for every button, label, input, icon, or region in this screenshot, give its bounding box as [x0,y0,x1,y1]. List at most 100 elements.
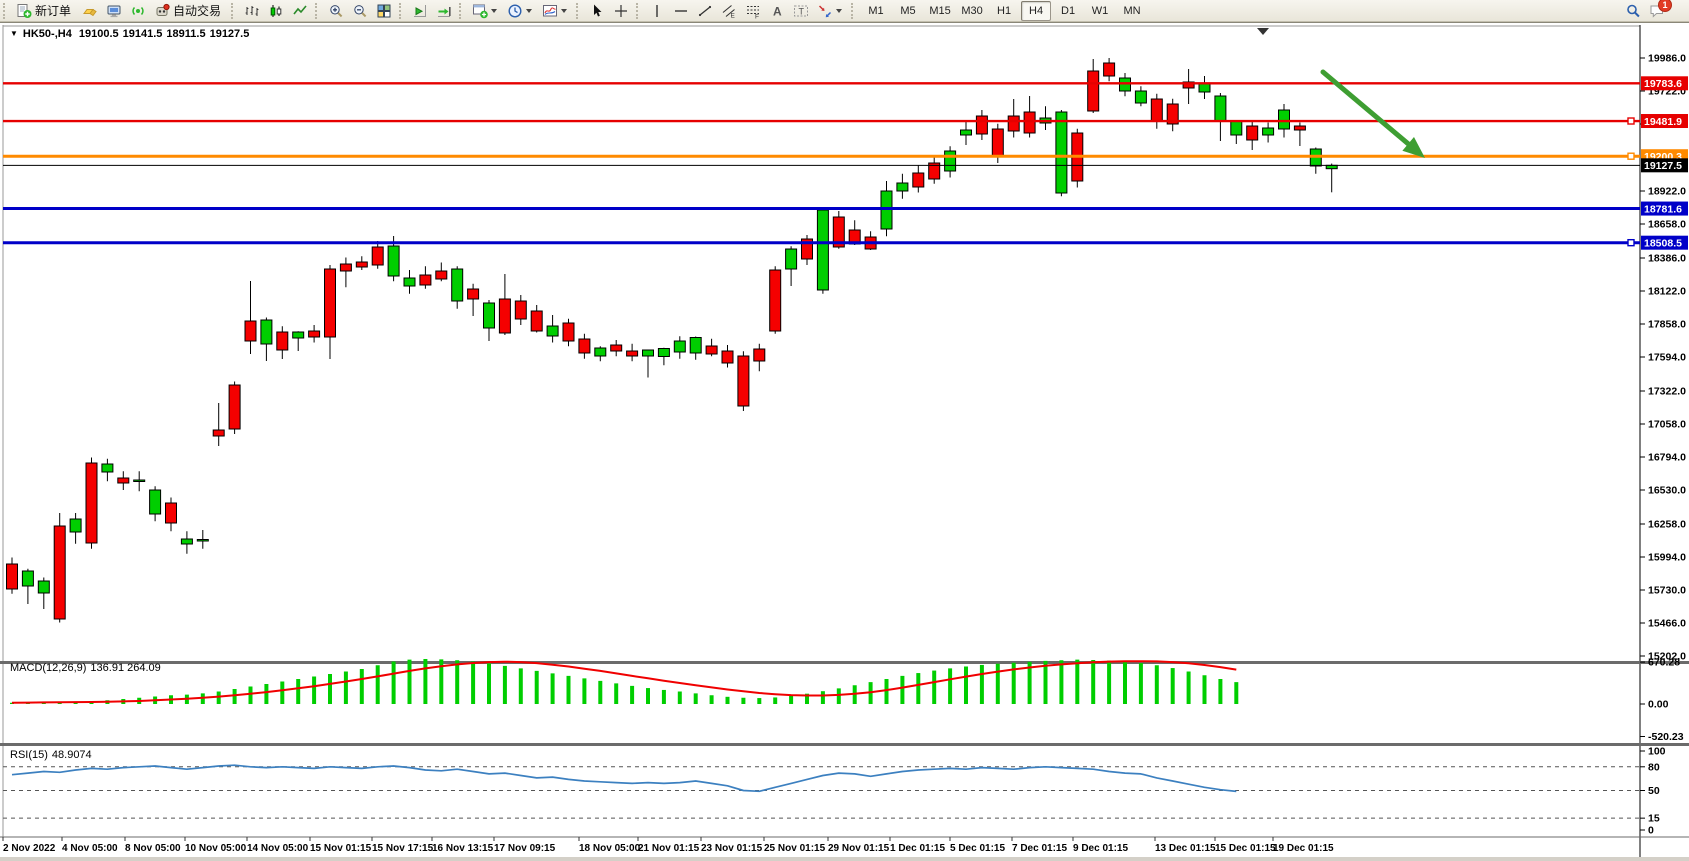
crosshair-icon [615,4,628,17]
market-watch-button[interactable] [79,0,101,22]
macd-tick-label: 0.00 [1648,699,1669,711]
crosshair-button[interactable] [610,0,632,22]
auto-trading-button-label: 自动交易 [173,4,222,18]
chart-shift-marker[interactable] [1257,28,1269,35]
zoom-in-button[interactable] [325,0,347,22]
text-label-icon: T [794,5,809,16]
toolbar-grip[interactable] [399,2,404,19]
toolbar-grip[interactable] [576,2,581,19]
text-icon: A [773,4,782,18]
timeframe-w1[interactable]: W1 [1091,4,1109,17]
resistance-line-19481-handle[interactable] [1627,117,1635,125]
timeframe-h1[interactable]: H1 [997,4,1012,17]
toolbar-grip[interactable] [851,2,856,19]
pivot-line-19200-handle[interactable] [1627,152,1635,160]
bull-candle [37,580,50,594]
chart-shift-button[interactable] [433,0,455,22]
price-tick-label: 15994.0 [1648,552,1686,564]
timeframe-m15[interactable]: M15 [929,4,951,17]
bear-candle [435,270,448,280]
timeframe-m30[interactable]: M30 [961,4,983,17]
line-chart-button[interactable] [289,0,311,22]
signals-button[interactable] [127,0,149,22]
cursor-button[interactable] [586,0,608,22]
chevron-down-icon[interactable]: ▼ [10,29,18,38]
bear-candle [371,246,384,266]
price-tick-label: 18386.0 [1648,253,1686,265]
tile-windows-button[interactable] [373,0,395,22]
text-button[interactable]: A [766,0,788,22]
caret-down-icon[interactable] [561,8,568,13]
toolbar-grip[interactable] [315,2,320,19]
periods-button[interactable] [504,0,537,22]
resistance-line-19783-badge [1641,76,1688,91]
toolbar-grip[interactable] [636,2,641,19]
timeframe-mn[interactable]: MN [1123,4,1141,17]
candlestick-chart-button[interactable] [265,0,287,22]
search-button[interactable] [1622,0,1644,22]
bear-candle [530,310,543,332]
chart-canvas[interactable]: 19986.019722.019458.018922.018658.018386… [0,23,1689,861]
charts-button[interactable] [103,0,125,22]
timeframe-d1[interactable]: D1 [1061,4,1076,17]
trend-arrow-head[interactable] [1402,136,1425,158]
text-label-button[interactable]: T [790,0,812,22]
timeframe-m1[interactable]: M1 [868,4,884,17]
bull-candle [689,337,702,354]
equidistant-channel-button[interactable]: E [718,0,740,22]
bar-chart-button[interactable] [241,0,263,22]
price-tick-label: 15730.0 [1648,585,1686,597]
price-tick-label: 16530.0 [1648,485,1686,497]
bull-candle [133,479,146,482]
arrows-button[interactable] [814,0,847,22]
caret-down-icon[interactable] [491,8,498,13]
caret-down-icon[interactable] [526,8,533,13]
window-bottom-edge [0,857,1689,861]
auto-trading-button[interactable]: 自动交易 [151,0,227,22]
bear-candle [1166,103,1179,125]
new-order-button[interactable]: 新订单 [13,0,77,22]
caret-down-icon[interactable] [836,8,843,13]
bull-candle [260,319,273,345]
date-label: 18 Nov 05:00 [579,843,641,854]
bull-candle [1278,109,1290,130]
bear-candle [1087,70,1100,112]
auto-trading-icon [156,3,170,16]
svg-text:T: T [799,6,805,16]
bull-candle [1055,111,1068,194]
candlestick-icon [270,4,282,17]
support-line-18508-badge [1641,235,1688,250]
bull-candle [101,463,114,473]
templates-button[interactable] [539,0,572,22]
notifications-button[interactable]: 1 [1646,0,1682,22]
new-chart-button[interactable] [469,0,502,22]
support-line-18781-badge-text: 18781.6 [1644,203,1682,215]
ohlc-high: 19141.5 [122,28,163,40]
auto-scroll-button[interactable] [409,0,431,22]
candles [6,58,1338,623]
bull-candle [785,248,798,270]
trendline-button[interactable] [694,0,716,22]
bull-candle [1198,83,1211,93]
fibonacci-button[interactable]: F [742,0,764,22]
rsi-panel [3,764,1640,819]
vertical-line-button[interactable] [646,0,668,22]
timeframe-m5[interactable]: M5 [900,4,916,17]
rsi-tick-label: 80 [1648,761,1660,773]
horizontal-line-button[interactable] [670,0,692,22]
toolbar-right: 1 [1621,0,1683,22]
bull-candle [21,570,34,587]
panel-separator-rsi[interactable] [0,743,1689,746]
bull-candle [896,182,909,192]
support-line-18508-handle[interactable] [1627,238,1635,247]
date-label: 2 Nov 2022 [3,843,56,854]
bear-candle [705,345,718,355]
panel-separator-macd[interactable] [0,661,1689,664]
timeframe-h4[interactable]: H4 [1021,0,1052,21]
price-tick-label: 18922.0 [1648,186,1686,198]
toolbar-grip[interactable] [459,2,464,19]
toolbar-grip[interactable] [231,2,236,19]
zoom-out-button[interactable] [349,0,371,22]
toolbar-grip[interactable] [3,2,8,19]
trend-arrow[interactable] [1320,69,1411,147]
